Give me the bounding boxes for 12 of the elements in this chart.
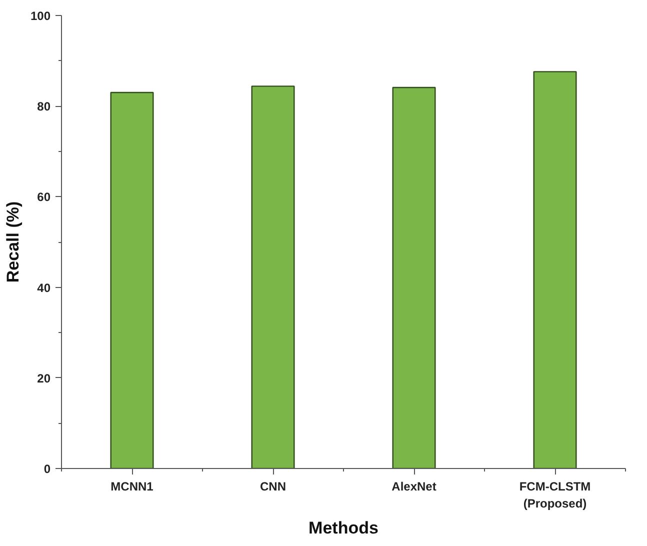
y-axis-title: Recall (%) xyxy=(3,201,22,283)
y-tick-label: 100 xyxy=(30,9,51,23)
y-tick-label: 60 xyxy=(37,190,51,204)
y-tick-label: 0 xyxy=(44,462,51,476)
x-tick-label: AlexNet xyxy=(392,480,436,494)
y-tick-label: 80 xyxy=(37,100,51,114)
y-tick-label: 40 xyxy=(37,280,51,295)
x-tick-label: MCNN1 xyxy=(110,480,154,494)
x-tick-label: FCM-CLSTM (Proposed) xyxy=(519,480,591,510)
y-tick-label: 20 xyxy=(37,371,51,386)
x-tick-label: CNN xyxy=(260,480,286,494)
x-axis-title: Methods xyxy=(308,518,378,538)
